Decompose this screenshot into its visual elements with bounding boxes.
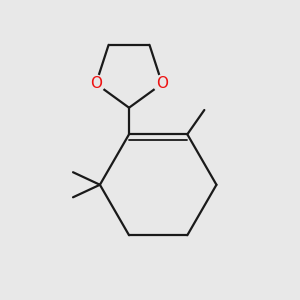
Circle shape: [154, 75, 171, 92]
Text: O: O: [90, 76, 102, 91]
Circle shape: [87, 75, 105, 92]
Text: O: O: [156, 76, 168, 91]
